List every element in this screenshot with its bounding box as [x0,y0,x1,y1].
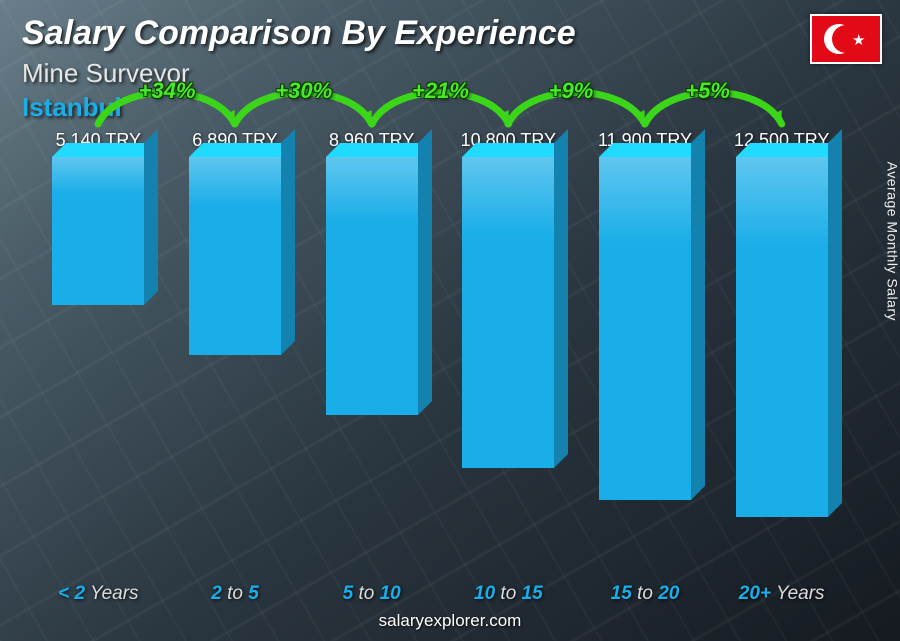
category-label: 15 to 20 [611,583,680,605]
bar-slot: 6,890 TRY2 to 5 [167,130,304,571]
bar-slot: 10,800 TRY10 to 15 [440,130,577,571]
bar-chart: 5,140 TRY< 2 Years6,890 TRY2 to 58,960 T… [30,130,850,571]
category-label: < 2 Years [58,583,138,605]
flag-turkey: ★ [810,14,882,64]
category-label: 2 to 5 [211,583,259,605]
bar [599,157,691,500]
bar [189,157,281,355]
category-label: 20+ Years [739,583,825,605]
bar [736,157,828,517]
bar [462,157,554,468]
footer-source: salaryexplorer.com [0,611,900,631]
growth-arc-label: +9% [549,78,594,104]
page-title: Salary Comparison By Experience [22,14,576,53]
bar [52,157,144,305]
bars-container: 5,140 TRY< 2 Years6,890 TRY2 to 58,960 T… [30,130,850,571]
bar-slot: 11,900 TRY15 to 20 [577,130,714,571]
bar-slot: 8,960 TRY5 to 10 [303,130,440,571]
y-axis-label: Average Monthly Salary [884,161,900,320]
growth-arc-label: +21% [412,78,469,104]
bar-slot: 12,500 TRY20+ Years [713,130,850,571]
flag-crescent-icon [824,24,854,54]
category-label: 10 to 15 [474,583,543,605]
job-title: Mine Surveyor [22,58,190,89]
growth-arc-label: +30% [275,78,332,104]
category-label: 5 to 10 [343,583,401,605]
flag-star-icon: ★ [852,33,865,48]
location-label: Istanbul [22,92,122,123]
bar-slot: 5,140 TRY< 2 Years [30,130,167,571]
growth-arc-label: +5% [685,78,730,104]
chart-page: Salary Comparison By Experience Mine Sur… [0,0,900,641]
bar [326,157,418,415]
